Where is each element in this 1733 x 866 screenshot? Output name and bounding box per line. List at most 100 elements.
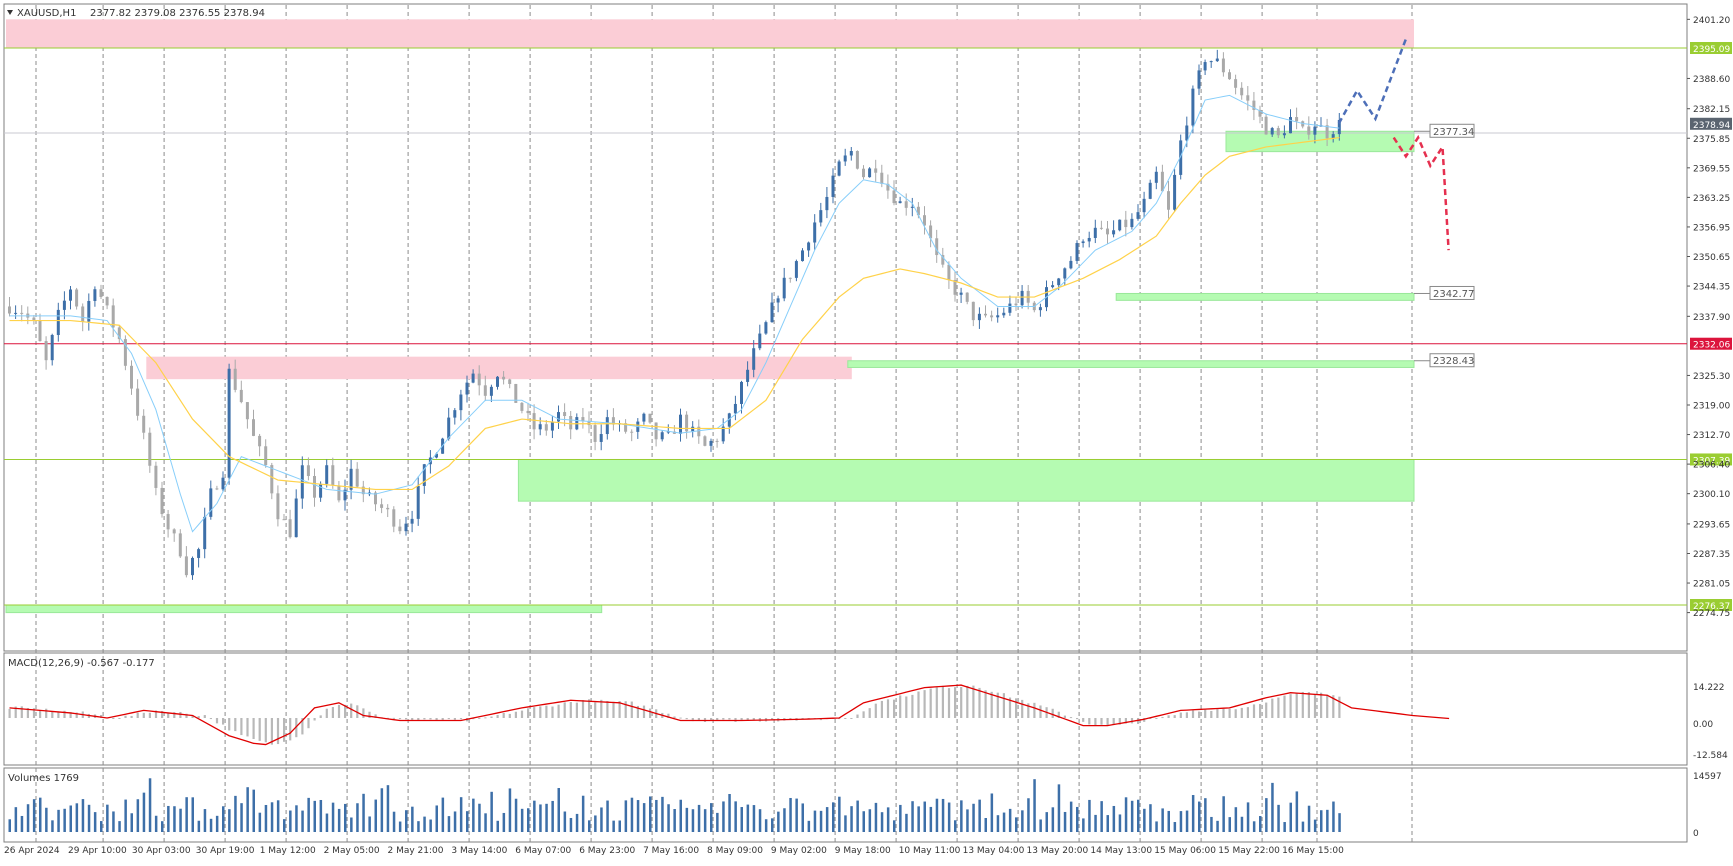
macd-bar (1191, 710, 1195, 718)
candle-body (776, 298, 780, 303)
volume-bar (545, 803, 548, 832)
macd-bar (374, 714, 377, 718)
macd-axis-tick-label: 0.00 (1693, 720, 1713, 730)
macd-bar (1143, 718, 1146, 722)
candle-body (1106, 228, 1109, 235)
volume-bar (661, 796, 664, 832)
candle-body (819, 210, 823, 223)
macd-bar (1051, 708, 1054, 718)
volume-bar (771, 818, 774, 832)
volume-bar (100, 821, 103, 832)
macd-bar (405, 718, 408, 720)
support-zone (1225, 130, 1415, 153)
macd-bar (240, 718, 243, 736)
macd-bar (1100, 718, 1103, 725)
macd-bar (100, 714, 103, 718)
candle-body (947, 264, 951, 281)
candle-body (1331, 134, 1335, 139)
macd-bar (350, 703, 353, 718)
macd-bar (222, 718, 225, 725)
volume-bar (624, 800, 628, 832)
volume-bar (819, 810, 823, 832)
macd-bar (1259, 704, 1262, 718)
volume-bar (893, 820, 896, 832)
macd-bar (886, 699, 890, 718)
candle-body (746, 369, 750, 382)
macd-axis-tick-label: -12.584 (1693, 751, 1728, 761)
candle-body (69, 289, 72, 301)
candle-body (557, 412, 560, 422)
candle-body (709, 440, 713, 446)
volume-bar (87, 804, 91, 832)
volume-bar (807, 820, 811, 832)
macd-bar (39, 710, 42, 718)
volume-bar (758, 809, 762, 832)
volume-bar (716, 812, 719, 832)
volume-bar (1259, 816, 1262, 832)
macd-bar (856, 714, 859, 718)
candle-body (142, 415, 146, 433)
candle-body (654, 422, 658, 440)
volume-bar (1106, 815, 1109, 832)
volume-bar (789, 797, 792, 832)
candle-body (1179, 140, 1183, 175)
macd-bar (502, 713, 505, 718)
candle-body (264, 446, 268, 466)
volume-axis-tick-label: 0 (1693, 829, 1699, 839)
candle-body (770, 302, 774, 323)
macd-bar (850, 718, 853, 719)
candle-body (764, 322, 768, 334)
candle-body (550, 421, 554, 431)
macd-bar (301, 718, 304, 735)
macd-bar (1021, 699, 1024, 718)
volume-bar (215, 815, 219, 832)
candle-body (282, 519, 286, 521)
macd-bar (1027, 703, 1030, 718)
macd-bar (972, 685, 975, 718)
window-menu-triangle-icon[interactable] (7, 10, 13, 15)
candle-body (1337, 119, 1341, 135)
volume-label: Volumes 1769 (8, 773, 79, 784)
candle-body (1118, 219, 1122, 231)
candle-body (1191, 88, 1195, 126)
candle-body (892, 190, 896, 204)
volume-bar (612, 820, 615, 832)
candle-body (8, 306, 11, 314)
candle-body (1160, 171, 1164, 192)
ema-slow-line (9, 136, 1340, 491)
volume-bar (167, 805, 170, 832)
macd-bar (435, 718, 438, 721)
macd-bar (740, 718, 743, 721)
macd-bar (1265, 702, 1268, 718)
macd-bar (1039, 705, 1042, 718)
candle-body (1276, 128, 1280, 136)
macd-bar (673, 716, 676, 718)
candle-body (130, 365, 133, 389)
volume-bar (1021, 810, 1024, 832)
volume-bar (502, 812, 506, 832)
macd-bar (966, 685, 969, 718)
time-axis-label: 8 May 09:00 (707, 846, 763, 856)
price-axis-tick-label: 2300.10 (1693, 490, 1730, 500)
macd-bar (307, 718, 310, 729)
candle-body (593, 425, 597, 442)
candle-body (191, 557, 194, 576)
volume-bar (1130, 800, 1134, 832)
candle-body (221, 477, 225, 490)
volume-bar (1082, 818, 1085, 832)
price-axis-tick-label: 2319.00 (1693, 401, 1730, 411)
macd-bar (447, 718, 450, 720)
candle-body (1093, 227, 1097, 238)
volume-bar (813, 810, 817, 832)
price-axis-tick-label: 2293.65 (1693, 520, 1730, 530)
candle-body (624, 423, 628, 432)
volume-bar (295, 805, 298, 832)
macd-bar (1057, 711, 1060, 718)
zone-price-label: 2377.34 (1433, 127, 1474, 138)
candle-body (1258, 109, 1262, 117)
volume-bar (1137, 799, 1140, 832)
volume-bar (1283, 822, 1286, 832)
volume-bar (240, 803, 243, 832)
